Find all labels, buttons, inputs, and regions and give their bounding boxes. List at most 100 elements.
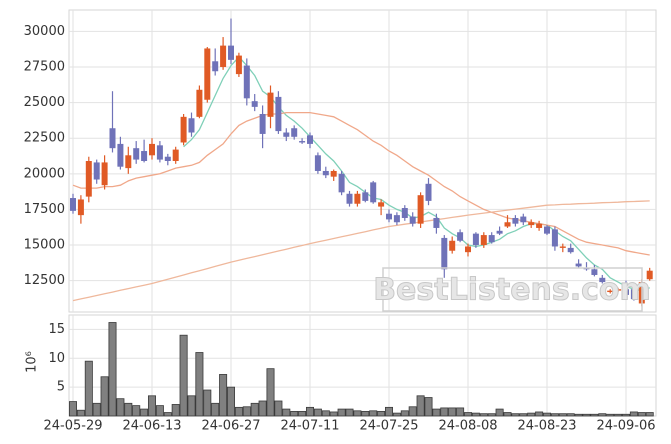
volume-bar: [503, 412, 512, 417]
y-tick-label: 12500: [24, 273, 65, 288]
candle-body: [141, 151, 148, 161]
candle-body: [646, 270, 653, 280]
candle-body: [591, 269, 598, 275]
volume-bar: [369, 410, 378, 417]
candle-body: [378, 202, 385, 207]
volume-bar: [550, 413, 559, 417]
volume-bar: [590, 413, 599, 417]
volume-bar: [116, 398, 125, 417]
x-tick-label: 24-07-11: [280, 419, 339, 434]
volume-bar: [337, 408, 346, 417]
candle-body: [70, 198, 76, 211]
volume-bar: [92, 402, 101, 417]
moving-average-line: [72, 111, 650, 256]
plot-frame: [68, 314, 657, 417]
candle-body: [504, 222, 511, 227]
y-tick-label: 10: [48, 351, 65, 366]
volume-bar: [645, 412, 654, 417]
volume-bar: [543, 412, 552, 417]
y-tick-label: 22500: [24, 131, 65, 146]
candle-body: [528, 222, 535, 226]
volume-bar: [487, 413, 496, 417]
candle-body: [472, 233, 479, 246]
candle-body: [417, 195, 424, 224]
volume-bar: [558, 413, 567, 417]
volume-bar: [432, 408, 441, 417]
candle-body: [267, 92, 274, 117]
moving-average-line: [183, 56, 650, 292]
candle-body: [441, 237, 448, 270]
volume-bar: [226, 386, 235, 417]
marks: [69, 18, 654, 417]
volume-bar: [629, 411, 638, 417]
candle-body: [212, 61, 219, 72]
x-tick-label: 24-05-29: [43, 419, 102, 434]
volume-bar: [456, 407, 465, 417]
volume-bar: [171, 404, 180, 417]
x-tick-label: 24-07-25: [359, 419, 418, 434]
volume-bar: [250, 402, 259, 417]
candle-body: [77, 199, 84, 216]
labels: 12500 15000 17500 20000 22500 25000 27500 30000…: [24, 24, 656, 434]
x-tick-label: 24-06-13: [122, 419, 181, 434]
volume-bar: [290, 410, 299, 417]
candle-body: [330, 170, 337, 177]
volume-bar: [637, 412, 646, 417]
volume-bar: [321, 410, 330, 417]
volume-bar: [329, 411, 338, 417]
y-tick-label: 27500: [24, 59, 65, 74]
candle-body: [101, 162, 108, 186]
volume-bar: [305, 406, 314, 417]
plot-frame: [68, 9, 657, 313]
y-tick-label: 15: [48, 322, 65, 337]
volume-bar: [361, 410, 370, 417]
y-tick-label: 5: [57, 380, 65, 395]
candle-body: [559, 246, 566, 248]
volume-bar: [495, 408, 504, 417]
candle-body: [196, 89, 203, 117]
candle-body: [607, 290, 614, 293]
volume-bar: [424, 397, 433, 417]
volume-bar: [282, 408, 291, 417]
volume-bar: [211, 402, 220, 417]
candle-body: [401, 208, 408, 218]
candle-body: [512, 217, 519, 224]
y-tick-label: 15000: [24, 238, 65, 253]
volume-bar: [353, 410, 362, 417]
volume-bar: [574, 413, 583, 417]
volume-bar: [519, 413, 528, 417]
candle-body: [85, 161, 92, 197]
candle-body: [283, 132, 290, 137]
candle-body: [575, 263, 582, 267]
candle-body: [425, 183, 432, 201]
candle-body: [630, 289, 637, 300]
candle-body: [228, 45, 234, 60]
candle-body: [346, 193, 353, 204]
candle-body: [117, 143, 124, 167]
volume-bar: [377, 410, 386, 417]
candle-body: [615, 289, 622, 291]
volume-bar: [622, 413, 631, 417]
candle-body: [457, 232, 464, 241]
candle-body: [567, 247, 574, 253]
candle-body: [488, 235, 495, 243]
candle-body: [480, 235, 487, 246]
volume-bar: [100, 376, 109, 417]
volume-bar: [76, 409, 85, 417]
volume-bar: [219, 374, 228, 417]
candle-body: [164, 156, 171, 161]
volume-bar: [606, 413, 615, 417]
candle-body: [307, 135, 313, 144]
volume-bar: [84, 360, 93, 417]
candle-body: [275, 96, 282, 132]
candle-body: [156, 145, 163, 160]
volume-bar: [274, 400, 283, 417]
candle-body: [149, 143, 155, 156]
volume-bar: [187, 395, 196, 417]
candle-body: [291, 128, 298, 137]
candle-body: [386, 213, 392, 220]
volume-bar: [471, 412, 480, 417]
candle-body: [299, 141, 306, 143]
volume-bar: [163, 412, 172, 417]
